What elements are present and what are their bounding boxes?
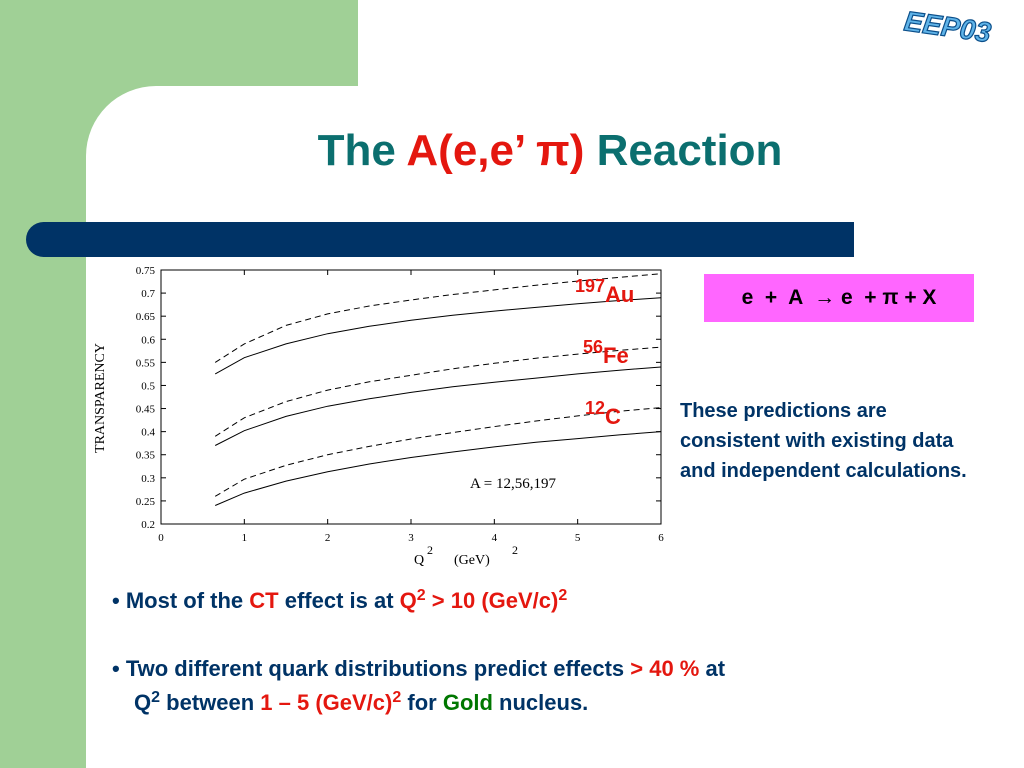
page-title: The A(e,e’ π) Reaction <box>0 126 1024 176</box>
x-tick-label: 0 <box>158 532 164 544</box>
x-axis-label-sup: 2 <box>427 543 433 557</box>
plot-frame <box>160 269 662 525</box>
x-tick-label: 1 <box>242 532 248 544</box>
bullet-highlight-percent: > 40 % <box>630 656 700 681</box>
x-tick-label: 2 <box>325 532 331 544</box>
bullet-quark-distributions: • Two different quark distributions pred… <box>112 654 725 684</box>
x-tick-label: 4 <box>492 532 498 544</box>
y-axis-label: TRANSPARENCY <box>93 343 108 453</box>
y-tick-label: 0.35 <box>136 450 156 462</box>
series-line-2 <box>214 297 662 375</box>
x-tick-label: 6 <box>658 532 664 544</box>
bullet-text: between <box>160 690 261 715</box>
bullet-highlight-ct: CT <box>249 588 279 613</box>
x-axis-unit: (GeV) <box>454 553 490 568</box>
y-tick-label: 0.2 <box>141 519 155 531</box>
isotope-symbol: Fe <box>603 343 629 368</box>
y-tick-label: 0.45 <box>136 404 156 416</box>
bullet-text: nucleus. <box>492 690 589 715</box>
chart-annotation: A = 12,56,197 <box>470 476 556 492</box>
isotope-label-fe: 56Fe <box>583 337 629 369</box>
isotope-symbol: C <box>605 404 621 429</box>
series-line-5 <box>214 407 662 497</box>
header-white-panel <box>358 0 1024 86</box>
x-tick-label: 3 <box>408 532 414 544</box>
bullet-text: effect is at <box>278 588 400 613</box>
bullet-threshold: > 10 (GeV/c) <box>425 588 559 613</box>
logo-text: EEP03 <box>902 6 993 48</box>
bullet-marker: • <box>112 588 126 613</box>
eep03-logo: EEP03 <box>902 6 994 49</box>
title-prefix: The <box>317 126 407 175</box>
series-line-4 <box>214 366 662 446</box>
bullet-sup: 2 <box>416 587 426 604</box>
isotope-mass: 197 <box>575 276 606 296</box>
bullet-q: Q <box>399 588 417 613</box>
y-tick-label: 0.75 <box>136 265 156 277</box>
bullet-text: at <box>699 656 726 681</box>
isotope-label-c: 12C <box>585 398 621 430</box>
x-axis-unit-sup: 2 <box>512 543 518 557</box>
series-line-1 <box>214 273 662 363</box>
y-tick-label: 0.55 <box>136 357 156 369</box>
transparency-chart: 0.2 0.25 0.3 0.35 0.4 0.45 0.5 0.55 0.6 0.65 0.7 0.… <box>93 265 664 568</box>
isotope-mass: 12 <box>585 398 606 418</box>
reaction-equation: e + A → e + π + X <box>741 286 937 309</box>
bullet-text: Q <box>134 690 152 715</box>
y-tick-label: 0.25 <box>136 496 156 508</box>
content-white-panel <box>86 86 1024 768</box>
bullet-text: Two different quark distributions predic… <box>125 656 631 681</box>
title-suffix: Reaction <box>584 126 783 175</box>
isotope-label-au: 197Au <box>575 276 635 308</box>
isotope-mass: 56 <box>583 337 604 357</box>
y-tick-label: 0.3 <box>141 473 155 485</box>
x-tick-label: 5 <box>575 532 581 544</box>
isotope-symbol: Au <box>605 282 635 307</box>
bullet-ct-effect: • Most of the CT effect is at Q2 > 10 (G… <box>112 586 567 619</box>
bullet-marker: • <box>112 656 126 681</box>
series-line-3 <box>214 346 662 437</box>
bullet-highlight-range: 1 – 5 (GeV/c) <box>260 690 393 715</box>
reaction-equation-box: e + A → e + π + X <box>704 274 974 322</box>
y-tick-label: 0.4 <box>141 427 155 439</box>
x-axis-label: Q <box>414 553 424 568</box>
predictions-note: These predictions are consistent with ex… <box>680 400 967 482</box>
y-tick-label: 0.5 <box>141 380 155 392</box>
title-highlight: A(e,e’ π) <box>406 126 585 175</box>
y-tick-label: 0.7 <box>141 288 155 300</box>
title-divider-bar <box>26 222 854 257</box>
y-tick-label: 0.6 <box>141 334 155 346</box>
y-axis-ticks: 0.2 0.25 0.3 0.35 0.4 0.45 0.5 0.55 0.6 0.65 0.7 0.… <box>136 265 661 531</box>
bullet-highlight-gold: Gold <box>442 690 493 715</box>
chart-series-lines <box>214 273 662 506</box>
series-line-6 <box>215 431 662 506</box>
bullet-sup: 2 <box>558 587 568 604</box>
bullet-quark-distributions-cont: Q2 between 1 – 5 (GeV/c)2 for Gold nucle… <box>134 688 588 721</box>
bullet-sup: 2 <box>392 689 402 706</box>
y-tick-label: 0.65 <box>136 311 156 323</box>
bullet-sup: 2 <box>151 689 161 706</box>
bullet-text: for <box>401 690 443 715</box>
bullet-text: Most of the <box>125 588 250 613</box>
